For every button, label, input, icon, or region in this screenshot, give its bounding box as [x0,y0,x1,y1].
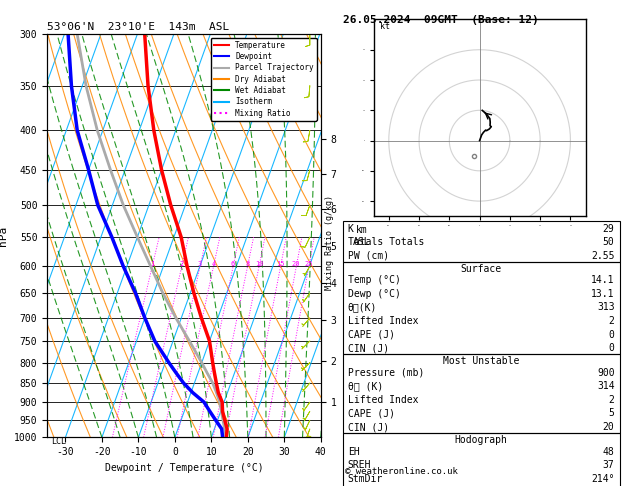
Text: 14.1: 14.1 [591,275,615,285]
Text: 314: 314 [597,381,615,391]
Text: Totals Totals: Totals Totals [348,237,424,247]
Text: 10: 10 [255,261,263,267]
Text: PW (cm): PW (cm) [348,251,389,261]
Y-axis label: km
ASL: km ASL [353,225,370,246]
Text: 2: 2 [609,316,615,326]
Text: 48: 48 [603,447,615,456]
Text: 2: 2 [609,395,615,405]
Text: Mixing Ratio (g/kg): Mixing Ratio (g/kg) [325,195,334,291]
Text: 1: 1 [150,261,154,267]
Text: 53°06'N  23°10'E  143m  ASL: 53°06'N 23°10'E 143m ASL [47,22,230,32]
Text: 0: 0 [609,343,615,353]
Text: kt: kt [380,21,390,31]
Text: CIN (J): CIN (J) [348,422,389,432]
Y-axis label: hPa: hPa [0,226,8,246]
Text: Temp (°C): Temp (°C) [348,275,401,285]
Text: StmDir: StmDir [348,474,383,484]
Text: 8: 8 [245,261,250,267]
Text: CAPE (J): CAPE (J) [348,408,395,418]
Text: 37: 37 [603,460,615,470]
Legend: Temperature, Dewpoint, Parcel Trajectory, Dry Adiabat, Wet Adiabat, Isotherm, Mi: Temperature, Dewpoint, Parcel Trajectory… [211,38,317,121]
Text: 5: 5 [609,408,615,418]
Text: 29: 29 [603,224,615,234]
Text: 15: 15 [276,261,285,267]
Text: LCL: LCL [51,437,66,446]
Text: © weatheronline.co.uk: © weatheronline.co.uk [345,467,457,476]
Text: Dewp (°C): Dewp (°C) [348,289,401,299]
Text: 900: 900 [597,367,615,378]
Text: Lifted Index: Lifted Index [348,316,418,326]
Text: K: K [348,224,353,234]
Text: Lifted Index: Lifted Index [348,395,418,405]
Text: Hodograph: Hodograph [455,435,508,445]
Text: 25: 25 [304,261,313,267]
Text: θᴇ (K): θᴇ (K) [348,381,383,391]
Text: 3: 3 [198,261,202,267]
Text: Most Unstable: Most Unstable [443,356,520,366]
Text: 50: 50 [603,237,615,247]
Text: 20: 20 [292,261,301,267]
Text: 20: 20 [603,422,615,432]
Text: 0: 0 [609,330,615,340]
Text: 2: 2 [179,261,184,267]
X-axis label: Dewpoint / Temperature (°C): Dewpoint / Temperature (°C) [104,463,264,473]
Text: Pressure (mb): Pressure (mb) [348,367,424,378]
Text: CIN (J): CIN (J) [348,343,389,353]
Text: CAPE (J): CAPE (J) [348,330,395,340]
Text: 4: 4 [211,261,216,267]
Text: 13.1: 13.1 [591,289,615,299]
Text: SREH: SREH [348,460,371,470]
Text: 313: 313 [597,302,615,312]
Text: 6: 6 [231,261,235,267]
Text: EH: EH [348,447,360,456]
Text: θᴇ(K): θᴇ(K) [348,302,377,312]
Text: 26.05.2024  09GMT  (Base: 12): 26.05.2024 09GMT (Base: 12) [343,15,538,25]
Text: 2.55: 2.55 [591,251,615,261]
Text: 214°: 214° [591,474,615,484]
Text: Surface: Surface [460,264,502,274]
